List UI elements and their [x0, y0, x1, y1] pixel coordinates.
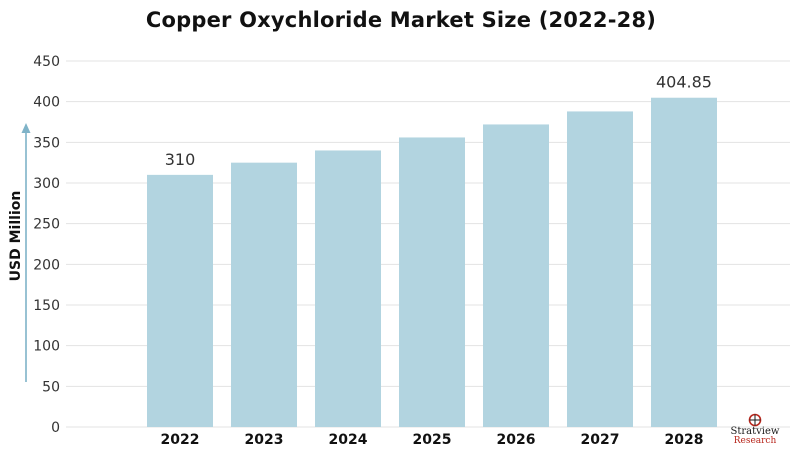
x-tick-label: 2023: [245, 432, 284, 448]
bar-2023: [231, 162, 297, 427]
y-axis-title-group: USD Million: [8, 123, 31, 382]
stratview-logo: Stratview Research: [718, 413, 792, 453]
y-axis-arrow-head: [21, 123, 31, 133]
y-tick-label: 250: [33, 217, 60, 233]
x-tick-label: 2022: [161, 432, 200, 448]
x-tick-label: 2025: [413, 432, 452, 448]
y-tick-label: 0: [51, 420, 60, 436]
data-labels: 310 404.85: [165, 73, 712, 169]
data-label-2022: 310: [165, 150, 196, 169]
bar-2028: [651, 97, 717, 428]
y-tick-label: 150: [33, 298, 60, 314]
x-tick-label: 2028: [665, 432, 704, 448]
x-axis-ticks: 2022 2023 2024 2025 2026 2027 2028: [161, 432, 704, 448]
y-tick-label: 350: [33, 135, 60, 151]
logo-name: Stratview: [730, 426, 780, 437]
y-tick-label: 200: [33, 257, 60, 273]
y-tick-label: 450: [33, 54, 60, 70]
chart-title: Copper Oxychloride Market Size (2022-28): [145, 8, 657, 32]
bar-2022: [147, 174, 213, 427]
bar-2025: [399, 137, 465, 427]
y-tick-label: 400: [33, 95, 60, 111]
logo-sub: Research: [733, 436, 777, 446]
y-axis-ticks: 0 50 100 150 200 250 300 350 400 450: [33, 54, 60, 436]
bar-2027: [567, 111, 633, 427]
x-tick-label: 2026: [497, 432, 536, 448]
y-axis-title: USD Million: [8, 191, 24, 282]
globe-logo-icon: [748, 413, 762, 427]
y-tick-label: 300: [33, 176, 60, 192]
bar-2026: [483, 124, 549, 427]
data-label-2028: 404.85: [656, 73, 712, 92]
bars: [147, 97, 717, 428]
y-tick-label: 100: [33, 339, 60, 355]
x-tick-label: 2024: [329, 432, 368, 448]
bar-2024: [315, 150, 381, 427]
y-tick-label: 50: [42, 379, 60, 395]
x-tick-label: 2027: [581, 432, 620, 448]
